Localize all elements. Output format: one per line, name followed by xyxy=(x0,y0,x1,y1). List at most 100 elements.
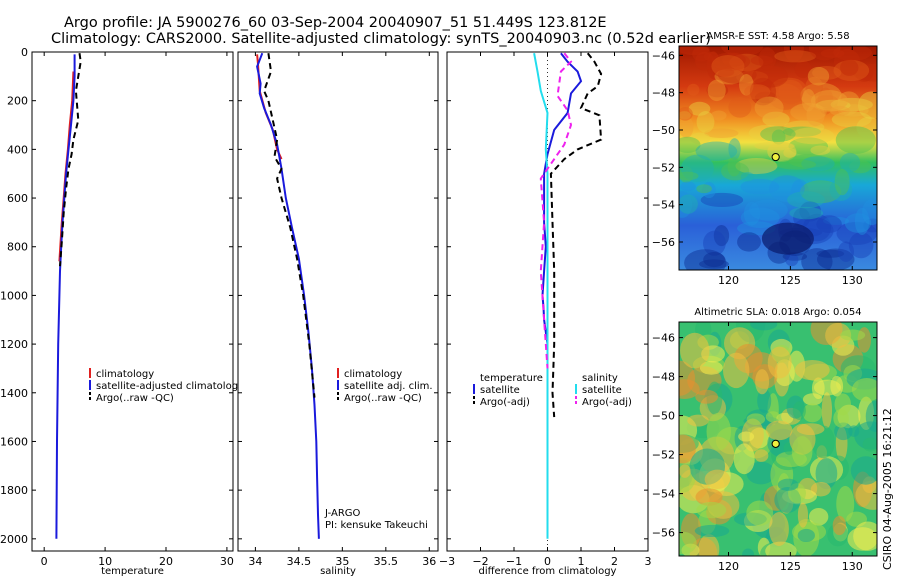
sst-blob xyxy=(729,53,764,72)
x-tick-label: 20 xyxy=(159,555,173,568)
sla-blob xyxy=(679,434,696,464)
sst-blob xyxy=(806,103,825,127)
sst-blob xyxy=(831,111,872,128)
sst-blob xyxy=(728,96,752,118)
sst-blob xyxy=(783,120,825,134)
legend-label: Argo(..raw -QC) xyxy=(96,393,174,404)
sst-blob xyxy=(711,54,745,78)
x-tick-label: 0 xyxy=(41,555,48,568)
y-tick-label: 0 xyxy=(21,46,28,59)
legend-label: satellite-adjusted climatology xyxy=(96,381,244,392)
sst-blob xyxy=(692,46,711,62)
sst-blob xyxy=(702,182,716,199)
sst-blob xyxy=(699,259,729,269)
sla-blob xyxy=(738,431,755,442)
sst-blob xyxy=(710,52,751,71)
sst-blob xyxy=(794,60,812,79)
sst-blob xyxy=(833,49,861,75)
y-tick-label: −56 xyxy=(652,527,675,540)
sst-blob xyxy=(679,111,691,120)
sst-blob xyxy=(750,55,774,66)
sla-blob xyxy=(853,521,877,551)
y-tick-label: −48 xyxy=(652,87,675,100)
y-tick-label: 200 xyxy=(7,95,28,108)
sst-blob xyxy=(829,105,850,117)
sst-blob xyxy=(790,127,835,145)
y-tick-label: 1200 xyxy=(0,338,28,351)
sst-blob xyxy=(810,89,849,112)
sst-blob xyxy=(790,103,827,122)
sla-blob xyxy=(746,461,776,485)
sst-blob xyxy=(793,208,811,228)
sst-blob xyxy=(703,230,726,256)
x-tick-label: 120 xyxy=(718,560,739,573)
sst-blob xyxy=(706,83,729,98)
sst-cold-core xyxy=(761,222,814,255)
sla-blob xyxy=(706,412,731,451)
sst-blob xyxy=(696,184,712,194)
x-tick-label: 34.5 xyxy=(287,555,312,568)
sst-blob xyxy=(844,213,872,233)
sla-blob xyxy=(862,437,877,452)
sst-blob xyxy=(737,232,761,252)
argo-position-marker xyxy=(771,152,780,162)
sla-blob xyxy=(802,403,823,423)
map-field xyxy=(679,46,877,270)
sst-blob xyxy=(778,79,804,105)
sst-blob xyxy=(679,136,701,153)
sst-blob xyxy=(776,159,817,170)
y-tick-label: −56 xyxy=(652,236,675,249)
map-title: Altimetric SLA: 0.018 Argo: 0.054 xyxy=(694,307,861,318)
sla-blob xyxy=(746,413,766,426)
sst-blob xyxy=(799,201,822,222)
sla-blob xyxy=(815,458,838,490)
sst-blob xyxy=(679,194,698,214)
x-tick-label: 35.5 xyxy=(374,555,399,568)
sst-blob xyxy=(857,91,877,120)
sst-blob xyxy=(727,157,741,177)
sst-blob xyxy=(707,79,726,102)
sst-blob xyxy=(854,207,870,236)
plot-frame xyxy=(237,51,439,552)
x-tick-label: 125 xyxy=(780,274,801,287)
x-tick-label: 30 xyxy=(220,555,234,568)
sla-blob xyxy=(791,436,813,467)
x-axis-label: difference from climatology xyxy=(479,566,617,577)
sst-blob xyxy=(822,216,850,225)
sla-blob xyxy=(757,388,772,413)
sst-blob xyxy=(736,70,769,84)
sla-blob xyxy=(797,502,809,528)
sst-blob xyxy=(710,110,727,121)
sla-blob xyxy=(777,478,799,491)
x-tick-label: 35 xyxy=(335,555,349,568)
sla-blob xyxy=(679,464,691,478)
legend-label: satellite xyxy=(582,385,622,396)
sst-blob xyxy=(788,137,829,156)
sst-blob xyxy=(783,46,804,62)
sst-blob xyxy=(815,99,851,111)
sla-blob xyxy=(832,515,847,536)
sst-blob xyxy=(762,111,790,128)
x-tick-label: −1 xyxy=(506,555,522,568)
x-tick-label: −3 xyxy=(439,555,455,568)
series-line-3 xyxy=(539,52,573,369)
sst-blob xyxy=(863,218,877,233)
sst-blob xyxy=(679,171,699,181)
sla-blob xyxy=(802,393,823,406)
x-tick-label: 10 xyxy=(98,555,112,568)
sla-blob xyxy=(680,332,710,369)
panel-salinity: 34 34.5 35 35.5 36 salinity climatologysatelli… xyxy=(237,51,439,577)
sla-blob xyxy=(679,360,696,396)
sst-blob xyxy=(739,74,754,96)
sst-blob xyxy=(713,224,730,247)
sla-blob xyxy=(767,346,792,379)
sst-blob xyxy=(721,162,750,181)
legend-label: Argo(-adj) xyxy=(582,397,632,408)
sst-blob xyxy=(695,51,715,71)
y-tick-label: 1800 xyxy=(0,484,28,497)
map-frame xyxy=(678,45,878,271)
sla-blob xyxy=(765,541,797,556)
sla-blob xyxy=(742,548,755,556)
sla-blob xyxy=(765,411,781,423)
